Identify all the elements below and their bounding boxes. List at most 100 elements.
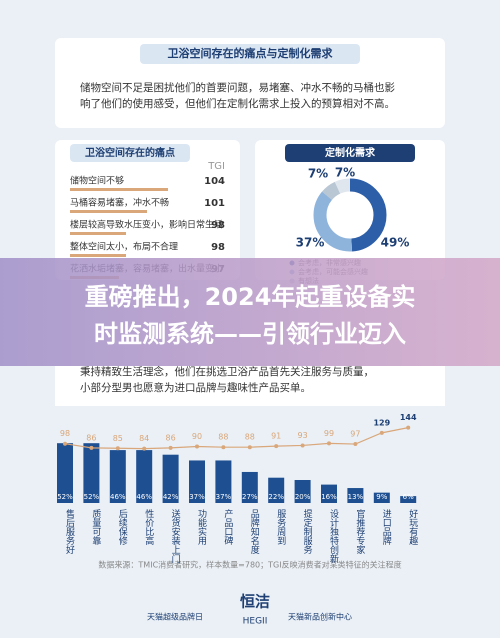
share-bar xyxy=(189,460,205,503)
share-bar xyxy=(136,450,153,503)
category-label: 售后服务好 xyxy=(64,508,75,555)
pain-bar xyxy=(70,254,126,257)
pain-value: 98 xyxy=(211,242,225,253)
headline: 时监测系统——引领行业迈入 xyxy=(94,320,406,348)
pain-bar xyxy=(70,188,168,191)
tgi-dot xyxy=(353,442,358,447)
share-bar xyxy=(321,484,337,503)
text2: 小部分型男也愿意为进口品牌与趣味性产品买单。 xyxy=(80,381,311,394)
pain-title: 卫浴空间存在的痛点 xyxy=(85,146,175,159)
category-label: 品牌知名度 xyxy=(249,509,259,555)
share-bar xyxy=(57,443,73,503)
share-bar xyxy=(294,480,311,503)
text2: 秉持精致生活理念，他们在挑选卫浴产品首先关注服务与质量， xyxy=(80,365,374,378)
pain-card xyxy=(55,140,240,280)
donut-label: 7% xyxy=(335,166,355,180)
category-label: 进口品牌 xyxy=(381,509,392,546)
share-bar xyxy=(373,492,390,503)
intro-text: 响了他们的使用感受，但他们在定制化需求上投入的预算相对不高。 xyxy=(80,97,395,110)
share-bar xyxy=(347,488,364,503)
tgi-dot xyxy=(221,445,226,450)
tgi-label: 86 xyxy=(166,433,176,442)
category-label: 送货安装上门 xyxy=(170,508,181,564)
pain-label: 整体空间太小，布局不合理 xyxy=(70,241,178,253)
donut-label: 49% xyxy=(381,236,410,250)
tgi-dot xyxy=(327,441,331,446)
tgi-line xyxy=(64,427,409,450)
category-label: 后续保修 xyxy=(117,509,128,546)
logo: 天猫超级品牌日 xyxy=(147,612,203,622)
share-label: 16% xyxy=(321,493,337,501)
share-bar xyxy=(241,471,258,503)
share-label: 22% xyxy=(268,493,284,501)
share-label: 52% xyxy=(57,493,73,501)
tgi-label: 91 xyxy=(271,432,281,441)
category-label: 产品口碑 xyxy=(222,508,233,546)
donut-label: 7% xyxy=(308,167,328,181)
tgi-dot xyxy=(89,445,94,450)
category-label: 设计独特创新 xyxy=(328,509,339,564)
tgi-label: 144 xyxy=(400,413,417,422)
headline-band xyxy=(0,258,500,366)
source: 数据来源：TMIC消费者研究，样本数量=780；TGI反映消费者对某类特征的关注… xyxy=(98,560,401,570)
tgi-dot xyxy=(142,446,147,451)
donut-label: 37% xyxy=(296,236,325,250)
tgi-dot xyxy=(195,444,199,449)
logo: 恒洁 xyxy=(240,593,270,611)
tgi-dot xyxy=(406,425,411,430)
share-label: 13% xyxy=(348,493,364,501)
pain-label: 马桶容易堵塞，冲水不畅 xyxy=(70,197,169,209)
tgi-label: 84 xyxy=(139,434,149,443)
donut-slice xyxy=(313,178,387,252)
category-label: 功能实用 xyxy=(196,509,207,546)
category-label: 性价比高 xyxy=(143,508,154,546)
pain-value: 101 xyxy=(204,198,225,209)
tgi-label: 99 xyxy=(324,429,334,438)
pain-bar xyxy=(70,210,147,213)
category-label: 官推荐专家 xyxy=(354,508,365,554)
share-label: 20% xyxy=(295,493,311,501)
share-label: 37% xyxy=(216,493,232,501)
pain-title-box xyxy=(70,144,190,162)
tgi-dot xyxy=(274,444,279,449)
pain-unit: TGI xyxy=(207,161,225,172)
tgi-dot xyxy=(63,441,67,446)
tgi-label: 90 xyxy=(192,432,202,441)
pain-value: 98 xyxy=(211,220,225,231)
tgi-label: 129 xyxy=(373,418,390,427)
share-bar xyxy=(162,454,179,503)
logo: HEGII xyxy=(243,617,268,627)
share-label: 42% xyxy=(163,493,179,501)
donut-slice xyxy=(313,178,387,252)
text2-card xyxy=(55,366,445,406)
pain-label: 储物空间不够 xyxy=(70,175,124,187)
category-label: 提定制服务 xyxy=(302,509,313,555)
tgi-label: 88 xyxy=(218,433,228,442)
custom-card xyxy=(255,140,445,280)
share-bar xyxy=(83,443,100,503)
custom-title: 定制化需求 xyxy=(325,146,376,159)
category-label: 好玩有趣 xyxy=(407,508,418,545)
custom-title-box xyxy=(285,144,415,162)
tgi-dot xyxy=(168,445,173,450)
share-bar xyxy=(215,460,232,503)
tgi-label: 85 xyxy=(113,434,123,443)
share-label: 46% xyxy=(110,493,126,501)
category-label: 服务周到 xyxy=(275,509,286,545)
share-label: 52% xyxy=(84,493,100,501)
share-label: 6% xyxy=(403,493,414,501)
share-label: 9% xyxy=(376,493,387,501)
tgi-label: 97 xyxy=(350,430,360,439)
tgi-dot xyxy=(379,430,384,435)
share-label: 27% xyxy=(242,493,258,501)
logo: 天猫新品创新中心 xyxy=(288,612,352,622)
tgi-dot xyxy=(247,445,252,450)
intro-title-box xyxy=(140,44,360,64)
tgi-label: 86 xyxy=(86,433,96,442)
share-label: 46% xyxy=(136,493,152,501)
pain-bar xyxy=(70,232,126,235)
tgi-dot xyxy=(300,443,305,448)
intro-title: 卫浴空间存在的痛点与定制化需求 xyxy=(168,46,334,60)
share-label: 37% xyxy=(189,493,205,501)
